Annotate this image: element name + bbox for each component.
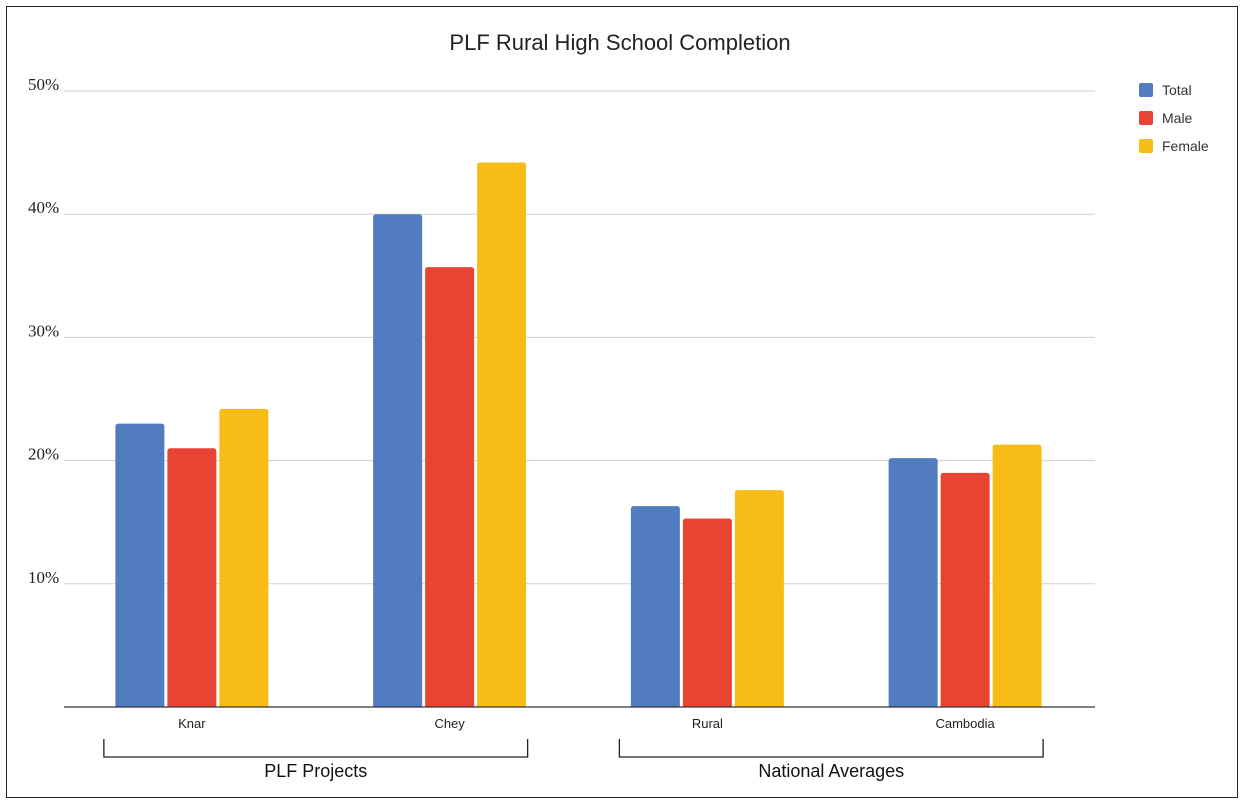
- bar-male-chey: [425, 267, 475, 707]
- x-tick-label: Cambodia: [935, 716, 995, 731]
- group-label: National Averages: [758, 761, 904, 781]
- group-bracket: [103, 739, 529, 758]
- bar-female-cambodia: [992, 444, 1042, 707]
- legend-swatch-female: [1139, 139, 1153, 153]
- category-groups: PLF Projects National Averages: [103, 739, 1044, 781]
- y-tick-label: 40%: [28, 198, 59, 217]
- bar-male-cambodia: [940, 472, 990, 707]
- legend-swatch-total: [1139, 83, 1153, 97]
- bar-female-rural: [734, 490, 784, 707]
- y-tick-label: 20%: [28, 445, 59, 464]
- y-tick-label: 50%: [28, 75, 59, 94]
- x-tick-label: Knar: [178, 716, 206, 731]
- legend: Total Male Female: [1139, 82, 1209, 154]
- x-tick-label: Chey: [434, 716, 465, 731]
- x-tick-label: Rural: [692, 716, 723, 731]
- bar-total-rural: [630, 506, 680, 707]
- gridlines: [64, 90, 1095, 585]
- group-label: PLF Projects: [264, 761, 367, 781]
- bar-total-cambodia: [888, 458, 938, 707]
- y-axis-ticks: 10% 20% 30% 40% 50%: [28, 75, 59, 587]
- bar-female-knar: [219, 408, 269, 707]
- bar-total-knar: [115, 423, 165, 707]
- legend-label-total: Total: [1162, 82, 1192, 98]
- group-bracket: [618, 739, 1044, 758]
- legend-swatch-male: [1139, 111, 1153, 125]
- legend-label-female: Female: [1162, 138, 1209, 154]
- bar-total-chey: [373, 214, 423, 707]
- legend-label-male: Male: [1162, 110, 1193, 126]
- y-tick-label: 30%: [28, 321, 59, 340]
- bar-female-chey: [477, 162, 527, 707]
- bar-male-rural: [682, 518, 732, 707]
- bar-male-knar: [167, 448, 217, 707]
- chart-title: PLF Rural High School Completion: [449, 30, 790, 55]
- x-axis-ticks: Knar Chey Rural Cambodia: [178, 716, 995, 731]
- bars: [115, 162, 1042, 707]
- y-tick-label: 10%: [28, 568, 59, 587]
